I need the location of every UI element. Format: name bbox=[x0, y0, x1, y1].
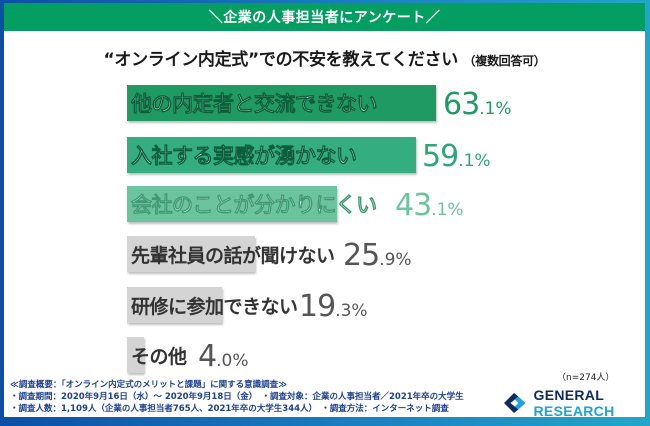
bar-5 bbox=[127, 287, 222, 323]
bar-row-2: 入社する実感が湧かない 59.1% bbox=[127, 137, 627, 174]
bar-3 bbox=[127, 186, 337, 222]
bar-value-1: 63.1% bbox=[443, 87, 512, 122]
bar-value-6: 4.0% bbox=[198, 339, 249, 374]
general-research-logo: GENERAL RESEARCH bbox=[504, 387, 645, 419]
bar-row-1: 他の内定者と交流できない 63.1% bbox=[127, 85, 627, 122]
bar-row-3: 会社のことが分かりにくい 43.1% bbox=[127, 186, 627, 223]
bar-value-2: 59.1% bbox=[422, 139, 491, 174]
bar-label-3: 会社のことが分かりにくい bbox=[131, 193, 378, 218]
bar-value-4: 25.9% bbox=[343, 238, 412, 273]
bar-label-4: 先輩社員の話が聞けない bbox=[131, 244, 335, 267]
logo-mark-icon bbox=[504, 392, 526, 414]
bar-6 bbox=[127, 337, 144, 373]
survey-panel: ＼企業の人事担当者にアンケート／ “オンライン内定式”での不安を教えてください … bbox=[4, 3, 645, 419]
bar-value-5: 19.3% bbox=[299, 289, 368, 324]
bar-label-6: その他 bbox=[131, 345, 187, 368]
question-title: “オンライン内定式”での不安を教えてください （複数回答可） bbox=[4, 45, 645, 70]
footnote-line-3: ・調査人数：1,109人（企業の人事担当者765人、2021年卒の大学生344人… bbox=[10, 404, 449, 414]
footnote-line-1: ≪調査概要：「オンライン内定式のメリットと課題」に関する意識調査≫ bbox=[10, 380, 288, 390]
sample-size: （n=274人） bbox=[557, 373, 615, 383]
logo-wordmark: GENERAL RESEARCH bbox=[533, 387, 615, 419]
question-text: “オンライン内定式”での不安を教えてください bbox=[103, 50, 459, 70]
question-note: （複数回答可） bbox=[463, 54, 546, 68]
bar-label-5: 研修に参加できない bbox=[131, 295, 298, 318]
bar-1 bbox=[127, 85, 436, 121]
bar-row-4: 先輩社員の話が聞けない 25.9% bbox=[127, 236, 627, 273]
survey-banner: ＼企業の人事担当者にアンケート／ bbox=[4, 3, 645, 31]
bar-4 bbox=[127, 236, 255, 272]
footnote-line-2: ・調査期間：2020年9月16日（水）～ 2020年9月18日（金） ・調査対象… bbox=[10, 392, 464, 402]
bar-row-6: その他 4.0% bbox=[127, 337, 627, 374]
bar-value-3: 43.1% bbox=[395, 188, 464, 223]
bar-row-5: 研修に参加できない 19.3% bbox=[127, 287, 627, 324]
survey-footnote: ≪調査概要：「オンライン内定式のメリットと課題」に関する意識調査≫ ・調査期間：… bbox=[10, 379, 464, 415]
bar-label-1: 他の内定者と交流できない bbox=[131, 92, 378, 117]
bar-2 bbox=[127, 137, 416, 173]
bar-label-2: 入社する実感が湧かない bbox=[131, 144, 358, 169]
